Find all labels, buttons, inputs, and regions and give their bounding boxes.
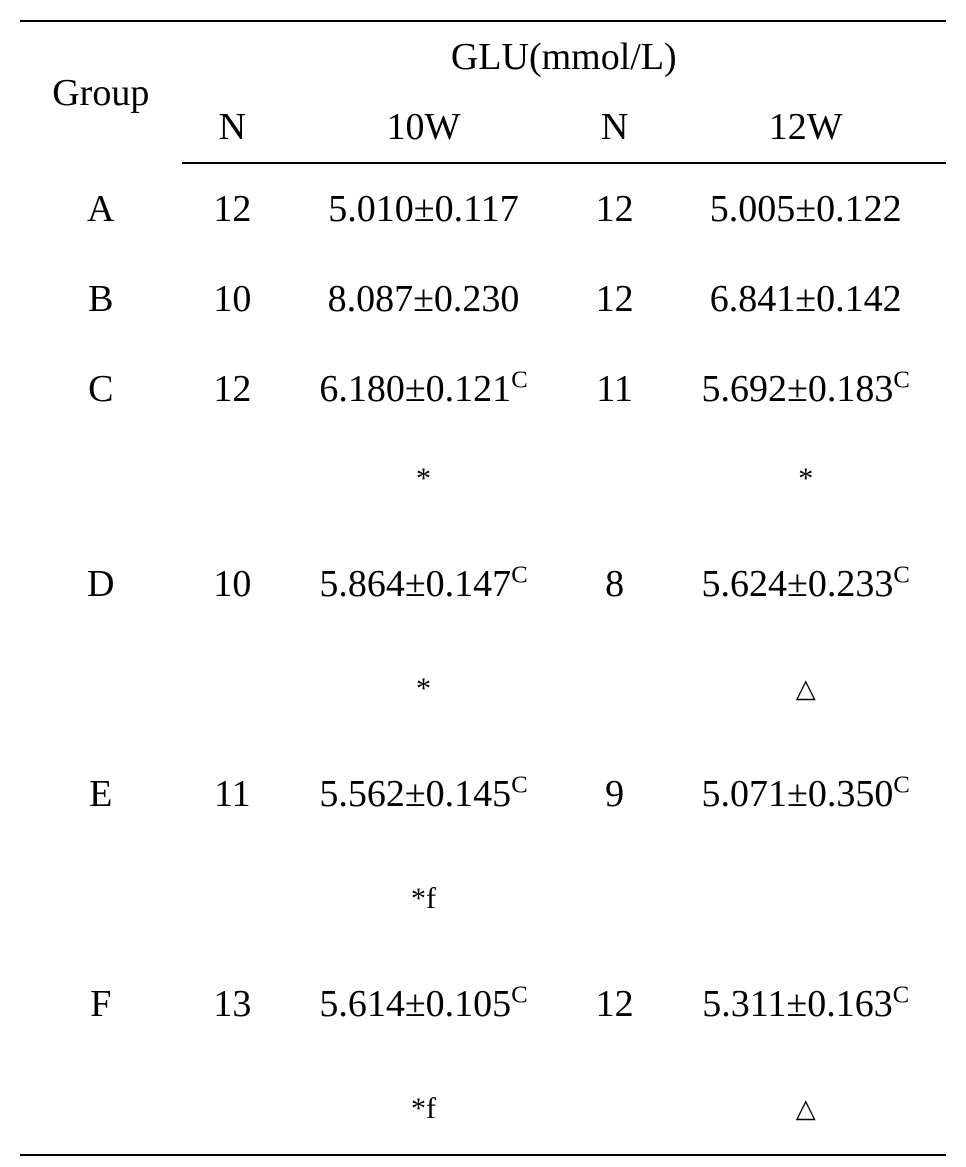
cell-n2: 12 bbox=[564, 254, 666, 344]
col-header-title: GLU(mmol/L) bbox=[182, 21, 946, 92]
cell-12w: 5.692±0.183C bbox=[665, 344, 946, 434]
cell-n2: 12 bbox=[564, 163, 666, 254]
note-12w: △ bbox=[665, 644, 946, 734]
table-row: A 12 5.010±0.117 12 5.005±0.122 bbox=[20, 163, 946, 254]
cell-n1: 10 bbox=[182, 524, 284, 644]
cell-n1: 13 bbox=[182, 944, 284, 1064]
cell-group: A bbox=[20, 163, 182, 254]
cell-10w: 5.864±0.147C bbox=[283, 524, 564, 644]
cell-10w: 5.614±0.105C bbox=[283, 944, 564, 1064]
cell-group: D bbox=[20, 524, 182, 644]
table-row-note: * * bbox=[20, 434, 946, 524]
table-row: F 13 5.614±0.105C 12 5.311±0.163C bbox=[20, 944, 946, 1064]
col-header-10w: 10W bbox=[283, 92, 564, 163]
cell-10w: 5.010±0.117 bbox=[283, 163, 564, 254]
cell-12w: 6.841±0.142 bbox=[665, 254, 946, 344]
cell-n2: 11 bbox=[564, 344, 666, 434]
header-row-1: Group GLU(mmol/L) bbox=[20, 21, 946, 92]
note-10w: *f bbox=[283, 1064, 564, 1155]
cell-n1: 11 bbox=[182, 734, 284, 854]
note-10w: *f bbox=[283, 854, 564, 944]
note-10w: * bbox=[283, 434, 564, 524]
cell-n2: 12 bbox=[564, 944, 666, 1064]
note-12w: △ bbox=[665, 1064, 946, 1155]
table-row: E 11 5.562±0.145C 9 5.071±0.350C bbox=[20, 734, 946, 854]
cell-n2: 9 bbox=[564, 734, 666, 854]
table-row-note: *f △ bbox=[20, 1064, 946, 1155]
cell-group: F bbox=[20, 944, 182, 1064]
cell-12w: 5.311±0.163C bbox=[665, 944, 946, 1064]
note-10w: * bbox=[283, 644, 564, 734]
cell-group: E bbox=[20, 734, 182, 854]
cell-12w: 5.005±0.122 bbox=[665, 163, 946, 254]
cell-n1: 12 bbox=[182, 163, 284, 254]
col-header-n2: N bbox=[564, 92, 666, 163]
note-12w: * bbox=[665, 434, 946, 524]
cell-n2: 8 bbox=[564, 524, 666, 644]
cell-10w: 8.087±0.230 bbox=[283, 254, 564, 344]
cell-10w: 5.562±0.145C bbox=[283, 734, 564, 854]
glu-table: Group GLU(mmol/L) N 10W N 12W A 12 5.010… bbox=[20, 20, 946, 1156]
table-row: C 12 6.180±0.121C 11 5.692±0.183C bbox=[20, 344, 946, 434]
cell-n1: 12 bbox=[182, 344, 284, 434]
cell-12w: 5.071±0.350C bbox=[665, 734, 946, 854]
page: { "table": { "title_label": "GLU(mmol/L)… bbox=[0, 0, 966, 1167]
col-header-12w: 12W bbox=[665, 92, 946, 163]
cell-10w: 6.180±0.121C bbox=[283, 344, 564, 434]
table-row-note: * △ bbox=[20, 644, 946, 734]
cell-group: B bbox=[20, 254, 182, 344]
col-header-n1: N bbox=[182, 92, 284, 163]
table-row: B 10 8.087±0.230 12 6.841±0.142 bbox=[20, 254, 946, 344]
cell-group: C bbox=[20, 344, 182, 434]
col-header-group: Group bbox=[20, 21, 182, 163]
table-row: D 10 5.864±0.147C 8 5.624±0.233C bbox=[20, 524, 946, 644]
cell-12w: 5.624±0.233C bbox=[665, 524, 946, 644]
table-row-note: *f bbox=[20, 854, 946, 944]
note-12w bbox=[665, 854, 946, 944]
cell-n1: 10 bbox=[182, 254, 284, 344]
